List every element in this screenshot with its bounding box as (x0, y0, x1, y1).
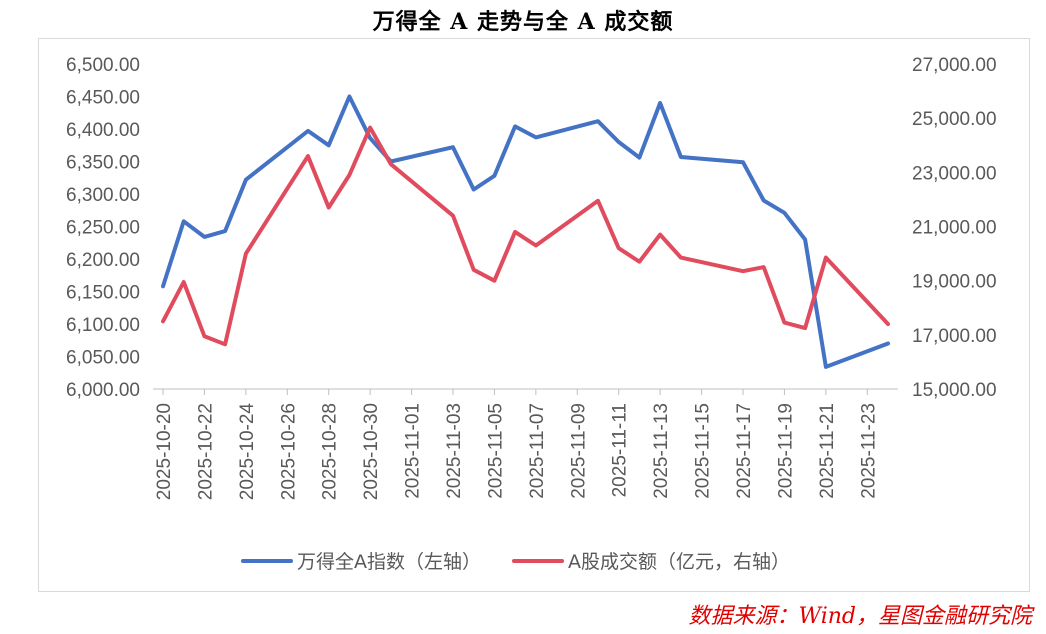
x-axis-tick-label: 2025-11-09 (568, 403, 589, 499)
series-line-1 (161, 94, 890, 369)
left-axis-tick-label: 6,350.00 (66, 153, 140, 174)
x-axis-tick-label: 2025-11-13 (651, 403, 672, 499)
left-axis-tick-label: 6,150.00 (66, 283, 140, 304)
x-axis-tick-label: 2025-10-30 (361, 403, 382, 500)
x-axis-tick-label: 2025-11-05 (485, 403, 506, 499)
x-axis-tick-label: 2025-10-24 (237, 403, 258, 501)
x-axis-tick-label: 2025-10-26 (278, 403, 299, 500)
right-axis-tick-label: 27,000.00 (912, 55, 997, 76)
left-axis-tick-label: 6,000.00 (66, 380, 140, 401)
legend-label-1: 万得全A指数（左轴） (297, 551, 481, 573)
x-axis-tick-label: 2025-11-03 (444, 403, 465, 499)
chart-title: 万得全 A 走势与全 A 成交额 (372, 9, 674, 35)
x-axis-tick-label: 2025-10-20 (154, 403, 175, 500)
x-axis-tick-label: 2025-10-22 (195, 403, 216, 500)
x-axis-tick-label: 2025-11-01 (403, 403, 424, 499)
x-axis-tick-label: 2025-11-17 (734, 403, 755, 499)
x-axis-tick-label: 2025-11-07 (527, 403, 548, 499)
x-axis-tick-label: 2025-11-11 (610, 403, 631, 497)
left-axis-tick-label: 6,500.00 (66, 55, 140, 76)
left-axis-tick-label: 6,450.00 (66, 88, 140, 109)
right-axis-tick-label: 21,000.00 (912, 218, 997, 239)
left-axis-tick-label: 6,050.00 (66, 348, 140, 369)
x-axis-tick-label: 2025-11-23 (858, 403, 879, 499)
x-axis-tick-label: 2025-11-15 (693, 403, 714, 499)
left-axis-tick-label: 6,400.00 (66, 120, 140, 141)
right-axis-tick-label: 15,000.00 (912, 380, 997, 401)
source-note: 数据来源：Wind，星图金融研究院 (688, 604, 1032, 629)
x-axis-tick-label: 2025-10-28 (320, 403, 341, 500)
left-axis-tick-label: 6,100.00 (66, 315, 140, 336)
right-axis-tick-label: 19,000.00 (912, 272, 997, 293)
legend-label-2: A股成交额（亿元，右轴） (568, 551, 790, 573)
left-axis-tick-label: 6,200.00 (66, 250, 140, 271)
series-line-2 (161, 125, 890, 347)
chart-frame (38, 38, 1030, 592)
left-axis-tick-label: 6,300.00 (66, 185, 140, 206)
right-axis-tick-label: 23,000.00 (912, 163, 997, 184)
x-axis-tick-label: 2025-11-19 (775, 403, 796, 499)
right-axis-tick-label: 17,000.00 (912, 326, 997, 347)
x-axis-tick-label: 2025-11-21 (817, 403, 838, 499)
right-axis-tick-label: 25,000.00 (912, 109, 997, 130)
left-axis-tick-label: 6,250.00 (66, 218, 140, 239)
